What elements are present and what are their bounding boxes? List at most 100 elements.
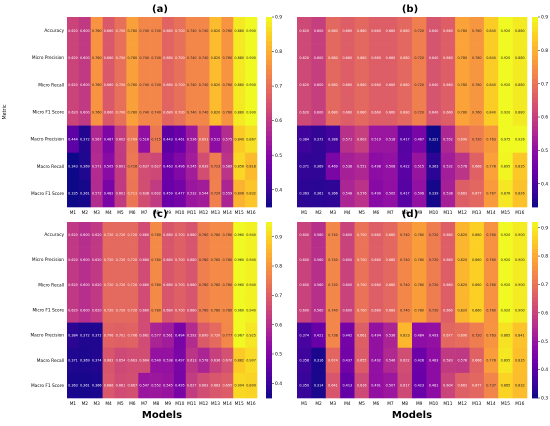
colorbar-segment — [532, 310, 538, 315]
cell-value: 0.358 — [299, 359, 309, 363]
heatmap-cell — [498, 322, 513, 349]
heatmap-cell — [185, 71, 198, 99]
column-label: M13 — [211, 210, 220, 216]
heatmap-cell — [426, 125, 442, 154]
colorbar-segment — [266, 336, 272, 342]
cell-value: 0.760 — [472, 56, 482, 60]
heatmap-cell — [197, 372, 210, 399]
cell-value: 0.967 — [234, 333, 244, 337]
heatmap-cell — [397, 179, 413, 208]
cell-value: 0.600 — [80, 233, 90, 237]
colorbar-segment — [532, 17, 538, 23]
cell-value: 0.620 — [68, 258, 78, 262]
heatmap-cell — [383, 125, 398, 154]
heatmap-cell — [162, 372, 175, 399]
heatmap-cell — [469, 125, 485, 154]
cell-value: 0.538 — [443, 192, 453, 196]
heatmap-cell — [173, 71, 187, 99]
cell-value: 0.680 — [163, 308, 173, 312]
colorbar-segment — [532, 202, 538, 208]
cell-value: 0.560 — [314, 258, 324, 262]
colorbar-tick-label: 0.9 — [541, 225, 548, 231]
cell-value: 0.740 — [139, 110, 149, 114]
cell-value: 0.925 — [246, 333, 256, 337]
cell-value: 0.760 — [486, 283, 496, 287]
cell-value: 0.620 — [68, 308, 78, 312]
colorbar-segment — [266, 107, 272, 113]
cell-value: 0.544 — [199, 192, 209, 196]
heatmap-cell — [209, 17, 222, 45]
colorbar-tick-label: 0.6 — [541, 115, 548, 121]
cell-value: 0.589 — [222, 165, 232, 169]
cell-value: 0.740 — [400, 283, 410, 287]
cell-value: 0.660 — [342, 56, 352, 60]
colorbar-segment — [266, 140, 272, 146]
heatmap-cell — [233, 17, 246, 45]
cell-value: 0.720 — [414, 83, 424, 87]
heatmap-cell — [397, 347, 413, 374]
heatmap-cell — [469, 179, 485, 208]
cell-value: 0.660 — [342, 83, 352, 87]
colorbar-segment — [266, 55, 272, 61]
colorbar-segment — [266, 135, 272, 141]
heatmap-cell — [67, 179, 80, 208]
colorbar-segment — [532, 354, 538, 359]
cell-value: 0.835 — [515, 359, 525, 363]
heatmap-cell — [483, 372, 499, 399]
colorbar-segment — [266, 150, 272, 156]
colorbar-segment — [266, 50, 272, 56]
column-label: M12 — [199, 210, 208, 216]
colorbar-segment — [532, 239, 538, 245]
cell-value: 0.826 — [515, 192, 525, 196]
cell-value: 0.578 — [457, 165, 467, 169]
heatmap-cell — [173, 222, 187, 248]
heatmap-cell — [469, 152, 485, 181]
cell-value: 0.493 — [429, 333, 439, 337]
heatmap-cell — [162, 179, 175, 208]
heatmap-cell — [311, 272, 327, 298]
colorbar-segment — [266, 202, 272, 208]
cell-value: 0.720 — [104, 233, 114, 237]
cell-value: 0.780 — [222, 258, 232, 262]
cell-value: 0.716 — [127, 165, 137, 169]
colorbar-segment — [532, 393, 538, 399]
cell-value: 0.820 — [211, 83, 221, 87]
heatmap-cell — [354, 272, 370, 298]
cell-value: 0.880 — [234, 83, 244, 87]
colorbar-segment — [532, 126, 538, 132]
heatmap-cell — [483, 152, 499, 181]
heatmap-cell — [78, 322, 92, 349]
colorbar-segment — [266, 389, 272, 394]
heatmap-cell — [221, 98, 234, 126]
cell-value: 0.600 — [314, 110, 324, 114]
heatmap-cell — [498, 44, 513, 72]
colorbar-segment — [532, 380, 538, 386]
heatmap-cell — [455, 222, 470, 248]
cell-value: 0.680 — [386, 258, 396, 262]
column-label: M1 — [301, 401, 308, 407]
colorbar-segment — [532, 88, 538, 94]
colorbar-segment — [266, 17, 272, 23]
heatmap-cell — [209, 179, 222, 208]
cell-value: 0.369 — [314, 165, 324, 169]
cell-value: 0.552 — [443, 137, 453, 141]
colorbar-tick-label: 0.8 — [541, 254, 548, 260]
colorbar-tick-label: 0.9 — [275, 15, 282, 21]
heatmap-cell — [138, 297, 151, 323]
colorbar-tick-label: 0.5 — [541, 148, 548, 154]
heatmap-cell — [368, 71, 384, 99]
colorbar-segment — [532, 183, 538, 189]
colorbar-segment — [532, 159, 538, 165]
column-label: M2 — [315, 210, 322, 216]
heatmap-cell — [383, 98, 398, 126]
column-label: M15 — [501, 210, 510, 216]
cell-value: 0.602 — [116, 137, 126, 141]
cell-value: 0.740 — [187, 110, 197, 114]
heatmap-cell — [245, 44, 258, 72]
heatmap-cell — [325, 17, 341, 45]
row-label: Micro F1 Score — [32, 308, 64, 314]
heatmap-cell — [368, 347, 384, 374]
heatmap-cell — [150, 297, 163, 323]
heatmap-cell — [197, 44, 210, 72]
heatmap-cell — [311, 44, 327, 72]
